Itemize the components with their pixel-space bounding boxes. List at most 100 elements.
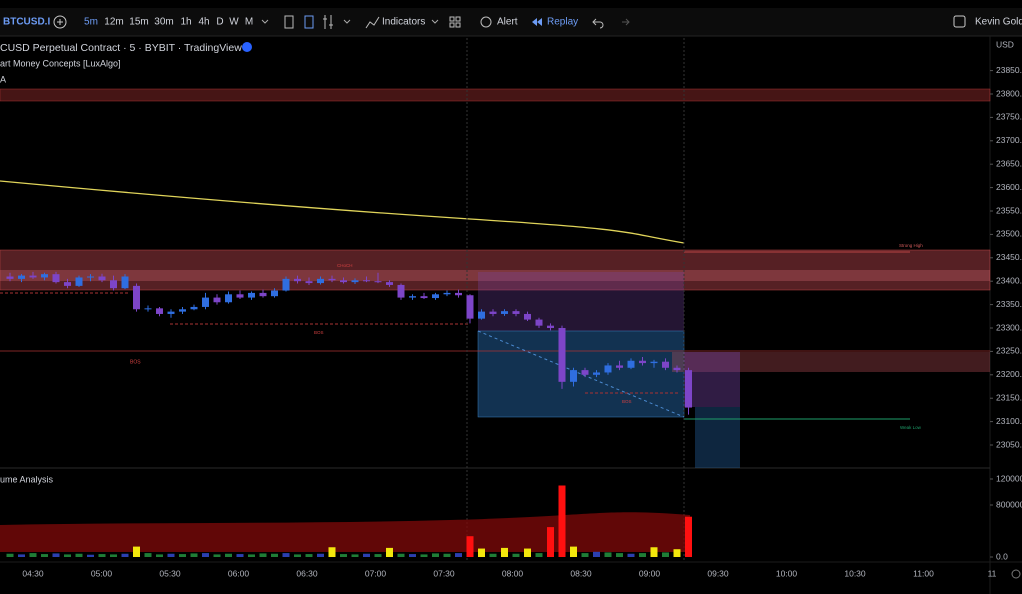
volume-bar [6, 553, 14, 557]
order-block [672, 352, 990, 372]
price-label: 23150.0 [996, 392, 1022, 402]
price-label: 23450.0 [996, 252, 1022, 262]
supply-zone [0, 249, 991, 291]
replay-icon[interactable] [532, 18, 542, 26]
interval-button[interactable]: 15m [129, 17, 148, 28]
candle-body [581, 370, 589, 375]
price-label: 23550.0 [996, 205, 1022, 215]
time-label: 07:30 [433, 568, 455, 578]
time-label: 05:30 [159, 568, 181, 578]
chart-type[interactable] [304, 15, 314, 29]
volume-bar [524, 548, 531, 557]
annotation: BOS [130, 359, 141, 365]
chart-title: CUSD Perpetual Contract · 5 · BYBIT · Tr… [0, 42, 242, 54]
dropdown[interactable] [261, 19, 269, 24]
time-label: 05:00 [91, 568, 113, 578]
candle-body [225, 294, 232, 303]
settings[interactable] [1011, 569, 1021, 579]
add-symbol[interactable] [53, 15, 67, 29]
volume-bar [179, 554, 186, 557]
interval-button[interactable]: 30m [154, 17, 173, 28]
indicators-icon[interactable] [365, 16, 380, 29]
volume-bar [52, 553, 60, 557]
candle-body [294, 278, 301, 282]
volume-bar [305, 554, 313, 557]
interval-button[interactable]: 1h [180, 17, 191, 28]
supply-zone [0, 88, 991, 102]
alert-icon[interactable] [480, 16, 492, 28]
price-label: 23350.0 [996, 299, 1022, 309]
interval-button[interactable]: W [229, 17, 239, 28]
redo[interactable] [622, 18, 630, 26]
price-label: 23700.0 [996, 135, 1022, 145]
candle-body [236, 294, 244, 298]
annotation: Weak Low [900, 425, 922, 430]
indicators-button[interactable]: Indicators [382, 17, 425, 28]
dropdown[interactable] [431, 19, 439, 24]
time-label: 08:30 [570, 568, 592, 578]
volume-bar [650, 547, 658, 557]
volume-bar [29, 553, 37, 557]
undo[interactable] [592, 18, 604, 29]
interval-button[interactable]: 4h [198, 17, 209, 28]
volume-bar [213, 554, 221, 557]
checkbox[interactable] [953, 15, 966, 28]
candle-body [397, 284, 405, 298]
candle-body [432, 294, 439, 299]
chart-type[interactable] [284, 15, 294, 29]
candle-body [121, 276, 129, 289]
alert-button[interactable]: Alert [497, 17, 518, 28]
annotation: BOS [622, 399, 632, 404]
user-name[interactable]: Kevin Goldi [975, 17, 1022, 28]
toolbar [0, 8, 1022, 36]
price-label: 23100.0 [996, 416, 1022, 426]
dropdown[interactable] [343, 19, 351, 24]
candle-body [282, 278, 290, 291]
candle-body [650, 361, 658, 364]
replay-badge[interactable] [242, 42, 252, 52]
interval-button[interactable]: M [245, 17, 253, 28]
interval-button[interactable]: 12m [104, 17, 123, 28]
layout-icon[interactable] [449, 16, 461, 28]
volume-bar [121, 553, 129, 557]
candle-body [662, 361, 669, 368]
interval-button[interactable]: D [216, 17, 223, 28]
indicator-name: art Money Concepts [LuxAlgo] [0, 58, 121, 68]
interval-button[interactable]: 5m [84, 17, 98, 28]
candle-body [616, 365, 623, 368]
candle-body [6, 276, 14, 279]
price-label: 23200.0 [996, 369, 1022, 379]
candle-body [685, 370, 692, 408]
candle-body [478, 311, 485, 319]
volume-bar [271, 553, 278, 557]
price-label: 23500.0 [996, 229, 1022, 239]
replay-button[interactable]: Replay [547, 17, 578, 28]
candle-body [144, 308, 152, 310]
volume-bar [225, 553, 232, 557]
position-box [684, 352, 740, 407]
candle-body [98, 276, 106, 281]
candle-body [558, 328, 566, 382]
price-label: 23250.0 [996, 346, 1022, 356]
symbol[interactable]: BTCUSD.I [3, 17, 50, 28]
volume-bar [501, 547, 508, 557]
currency[interactable]: USD [996, 39, 1014, 49]
candle-body [317, 278, 324, 284]
candle-body [466, 295, 474, 319]
candle-body [305, 281, 313, 284]
volume-bar [87, 554, 94, 557]
volume-bar [581, 553, 589, 557]
time-label: 09:00 [639, 568, 661, 578]
volume-bar [570, 546, 577, 557]
candle-body [512, 311, 520, 314]
candle-body [639, 360, 646, 364]
candle-body [374, 281, 382, 283]
volume-bar [397, 553, 405, 557]
time-label: 11 [988, 568, 997, 578]
chart-type[interactable] [323, 15, 333, 29]
volume-bar [328, 547, 336, 557]
candle-body [570, 370, 577, 382]
volume-bar [616, 553, 623, 557]
volume-bar [294, 554, 301, 557]
